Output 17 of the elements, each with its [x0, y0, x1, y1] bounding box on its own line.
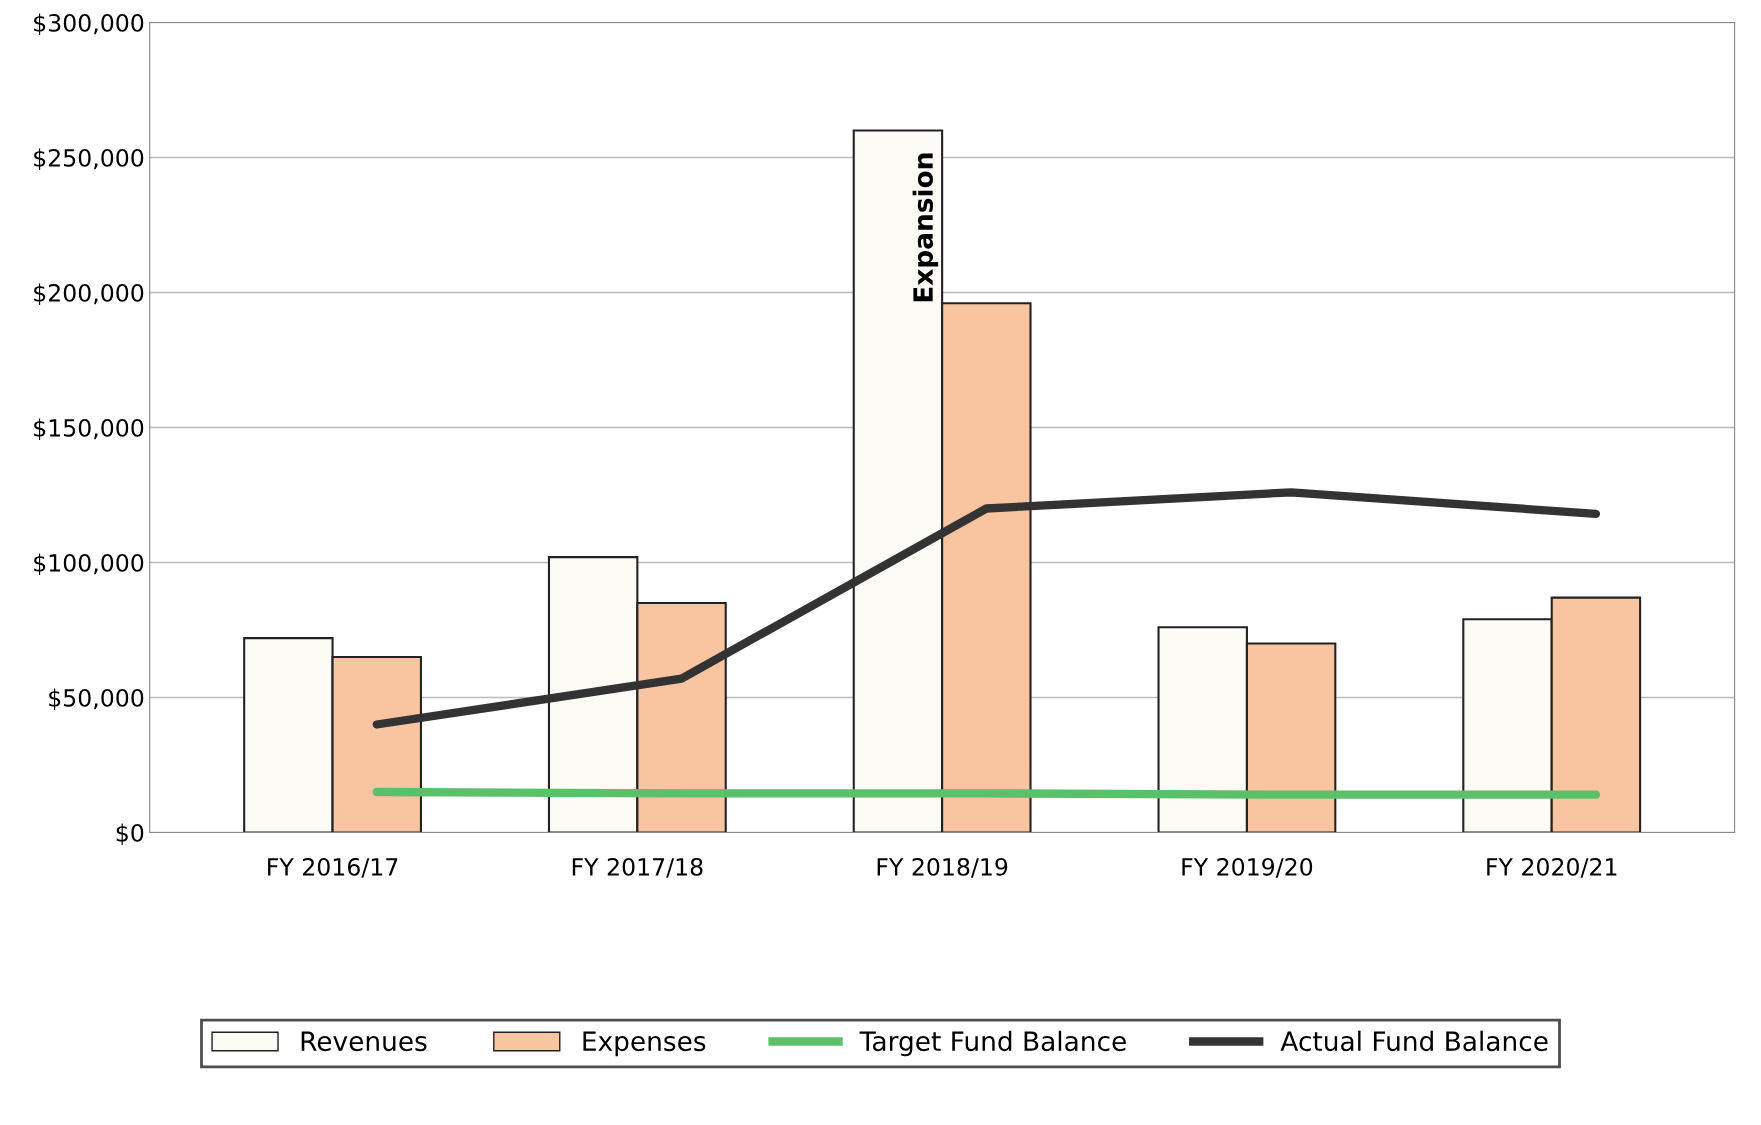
y-tick-label: $50,000	[49, 688, 144, 710]
annotation: Expansion	[912, 153, 939, 302]
y-tick-label: $250,000	[34, 148, 144, 170]
x-tick-label: FY 2018/19	[877, 857, 1008, 878]
x-tick-label: FY 2019/20	[1182, 857, 1313, 878]
legend-label: Expenses	[583, 1031, 706, 1057]
y-tick-label: $150,000	[34, 418, 144, 440]
y-tick-label: $100,000	[34, 553, 144, 575]
legend-label: Actual Fund Balance	[1280, 1030, 1548, 1052]
y-tick-label: $200,000	[34, 283, 144, 305]
legend-label: Target Fund Balance	[859, 1030, 1126, 1057]
legend-label: Revenues	[301, 1031, 427, 1052]
x-tick-label: FY 2016/17	[268, 857, 398, 878]
x-tick-label: FY 2017/18	[572, 857, 703, 878]
y-tick-label: $0	[116, 823, 144, 845]
y-tick-label: $300,000	[34, 13, 144, 35]
x-tick-label: FY 2020/21	[1487, 857, 1617, 878]
